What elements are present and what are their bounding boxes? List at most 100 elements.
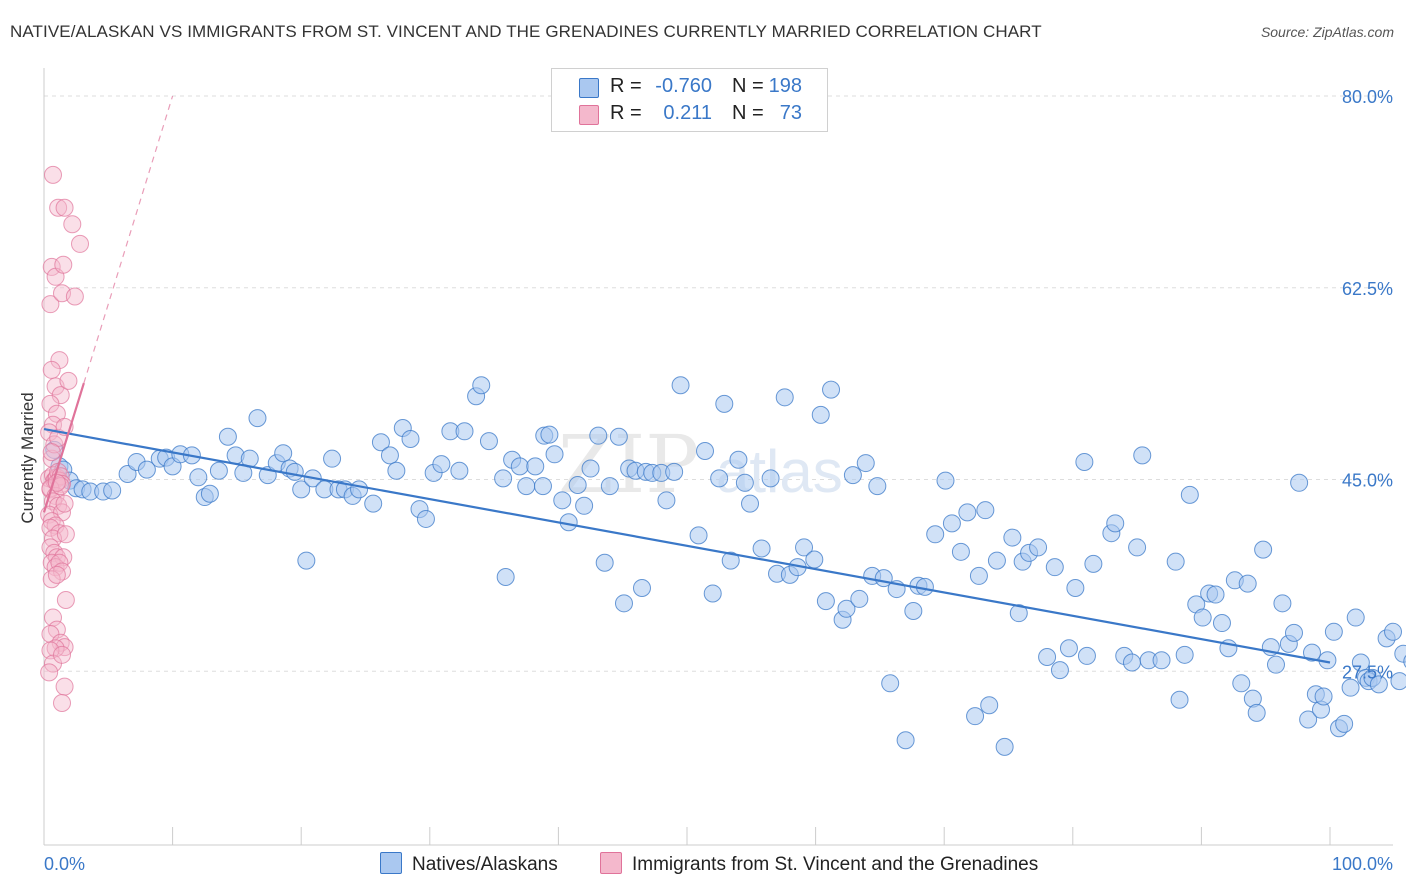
- data-point-natives: [200, 484, 219, 503]
- data-point-natives: [822, 380, 841, 399]
- legend-swatch-blue: [579, 78, 599, 98]
- data-point-natives: [1038, 648, 1057, 667]
- gridlines: [44, 95, 1393, 672]
- data-point-natives: [1166, 552, 1185, 571]
- data-point-natives: [1290, 473, 1309, 492]
- data-point-natives: [881, 674, 900, 693]
- x-tick-label: 100.0%: [1332, 854, 1393, 874]
- data-point-natives: [1247, 703, 1266, 722]
- data-point-natives: [710, 469, 729, 488]
- data-point-natives: [510, 457, 529, 476]
- y-axis-label: Currently Married: [18, 392, 37, 523]
- data-point-natives: [775, 388, 794, 407]
- data-point-natives: [1390, 672, 1406, 691]
- data-point-natives: [696, 442, 715, 461]
- data-point-natives: [904, 601, 923, 620]
- data-point-natives: [856, 454, 875, 473]
- data-point-natives: [137, 460, 156, 479]
- data-point-natives: [958, 503, 977, 522]
- data-point-natives: [741, 494, 760, 513]
- data-point-natives: [297, 551, 316, 570]
- data-point-natives: [752, 539, 771, 558]
- data-point-natives: [371, 433, 390, 452]
- data-point-natives: [568, 475, 587, 494]
- data-point-natives: [218, 427, 237, 446]
- data-point-natives: [209, 461, 228, 480]
- data-point-natives: [1284, 623, 1303, 642]
- data-point-natives: [987, 551, 1006, 570]
- data-point-natives: [1084, 554, 1103, 573]
- trend-line-immigrants: [42, 382, 85, 513]
- data-point-immigrants: [65, 287, 84, 306]
- data-point-natives: [1170, 690, 1189, 709]
- data-point-natives: [868, 477, 887, 496]
- y-tick-label: 62.5%: [1342, 279, 1393, 299]
- data-point-immigrants: [44, 165, 63, 184]
- data-point-natives: [575, 496, 594, 515]
- data-point-natives: [416, 509, 435, 528]
- legend-n-label: N =: [732, 75, 764, 97]
- data-point-natives: [455, 422, 474, 441]
- data-point-natives: [545, 445, 564, 464]
- data-point-natives: [364, 494, 383, 513]
- legend-n-label: N =: [732, 102, 764, 124]
- data-point-immigrants: [42, 257, 61, 276]
- data-point-natives: [450, 461, 469, 480]
- data-point-natives: [1384, 622, 1403, 641]
- data-point-natives: [1193, 608, 1212, 627]
- data-point-natives: [1273, 594, 1292, 613]
- data-point-immigrants: [41, 518, 60, 537]
- data-point-natives: [689, 526, 708, 545]
- data-point-natives: [432, 455, 451, 474]
- legend-row-natives: R = -0.760 N = 198: [552, 73, 827, 101]
- data-point-natives: [553, 491, 572, 510]
- legend-r-label: R =: [610, 102, 642, 124]
- legend-box: R = -0.760 N = 198 R = 0.211 N = 73: [551, 68, 828, 132]
- data-point-natives: [1369, 675, 1388, 694]
- data-point-natives: [1238, 574, 1257, 593]
- data-point-immigrants: [47, 404, 66, 423]
- data-point-immigrants: [42, 443, 61, 462]
- data-point-natives: [761, 469, 780, 488]
- data-point-natives: [721, 551, 740, 570]
- data-point-natives: [517, 477, 536, 496]
- data-point-natives: [995, 737, 1014, 756]
- data-point-natives: [936, 471, 955, 490]
- data-point-natives: [1335, 714, 1354, 733]
- data-point-natives: [1066, 578, 1085, 597]
- data-point-natives: [1346, 608, 1365, 627]
- bottom-legend-swatch-blue: [380, 852, 402, 874]
- data-point-natives: [189, 468, 208, 487]
- trend-line-natives: [43, 428, 1331, 664]
- data-point-natives: [1106, 514, 1125, 533]
- data-point-natives: [1206, 585, 1225, 604]
- data-point-natives: [526, 457, 545, 476]
- data-point-natives: [816, 592, 835, 611]
- legend-n-value: 198: [768, 75, 802, 97]
- y-tick-label: 45.0%: [1342, 471, 1393, 491]
- bottom-legend-natives: Natives/Alaskans: [380, 852, 558, 876]
- data-point-natives: [494, 469, 513, 488]
- data-point-natives: [795, 538, 814, 557]
- legend-row-immigrants: R = 0.211 N = 73: [552, 100, 827, 128]
- data-point-immigrants: [53, 562, 72, 581]
- data-point-immigrants: [56, 591, 75, 610]
- data-point-natives: [1254, 540, 1273, 559]
- data-point-natives: [479, 432, 498, 451]
- data-point-immigrants: [63, 215, 82, 234]
- series-immigrants-points: [40, 165, 90, 713]
- tick-labels: 80.0% 62.5% 45.0% 27.5% 0.0% 100.0%: [44, 87, 1393, 874]
- data-point-natives: [350, 480, 369, 499]
- data-point-natives: [1122, 653, 1141, 672]
- data-point-natives: [472, 376, 491, 395]
- data-point-natives: [323, 449, 342, 468]
- legend-n-value: 73: [779, 102, 802, 124]
- data-point-immigrants: [53, 694, 72, 713]
- chart-title: NATIVE/ALASKAN VS IMMIGRANTS FROM ST. VI…: [10, 22, 1042, 41]
- data-point-immigrants: [47, 565, 66, 584]
- data-point-natives: [1077, 646, 1096, 665]
- data-point-natives: [896, 731, 915, 750]
- data-point-natives: [966, 707, 985, 726]
- data-point-natives: [703, 584, 722, 603]
